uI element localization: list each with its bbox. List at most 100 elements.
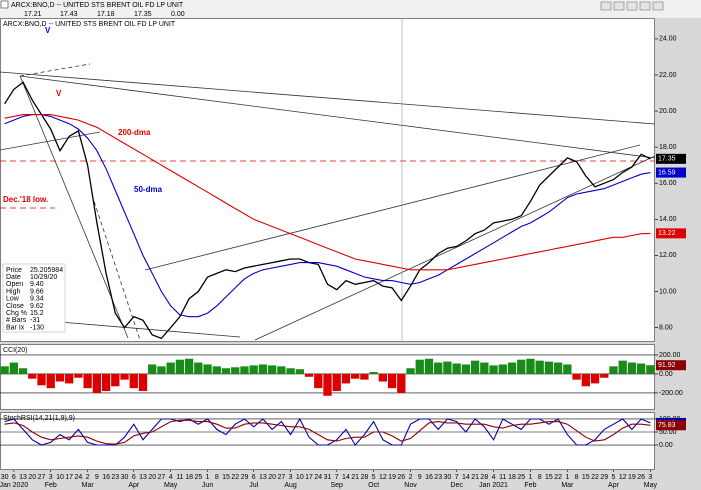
bar (498, 364, 507, 374)
info-value: 15.2 (30, 310, 44, 317)
bar (332, 373, 341, 392)
month-label: Jun (202, 482, 213, 489)
bar (535, 360, 544, 374)
app-icon (0, 0, 9, 9)
month-label: Aug (284, 482, 297, 489)
button[interactable] (600, 1, 612, 11)
x-tick-label: 15 (582, 474, 590, 481)
x-tick-label: 9 (418, 474, 422, 481)
series-line (4, 114, 651, 318)
x-tick-label: 30 (444, 474, 452, 481)
x-tick-label: 22 (554, 474, 562, 481)
x-tick-label: 18 (508, 474, 516, 481)
month-label: Jan 2021 (479, 482, 508, 489)
x-tick-label: 3 (49, 474, 53, 481)
bar (74, 373, 83, 378)
bar (489, 365, 498, 374)
annotation: V (45, 26, 51, 35)
info-label: High (6, 288, 21, 295)
bar (341, 373, 351, 384)
y-tick-label: 20.00 (659, 108, 677, 115)
x-tick-label: 2 (86, 474, 90, 481)
value-box (656, 153, 686, 164)
trend-line (144, 144, 641, 271)
bar (129, 373, 138, 389)
y-tick-label: 22.00 (659, 72, 677, 79)
price-panel (0, 18, 655, 342)
x-tick-label: 6 (12, 474, 16, 481)
x-tick-label: 21 (471, 474, 479, 481)
x-tick-label: 29 (600, 474, 608, 481)
y-tick-label: 16.00 (659, 180, 677, 187)
info-value: 9.34 (30, 296, 44, 303)
bar (55, 373, 65, 382)
bar (572, 373, 581, 380)
bar (212, 366, 221, 374)
month-label: Dec (450, 482, 463, 489)
x-tick-label: 1 (206, 474, 210, 481)
bar (184, 358, 194, 374)
month-label: Feb (524, 482, 536, 489)
info-label: Bar Ix (6, 324, 25, 331)
trend-line (0, 131, 101, 151)
x-tick-label: 31 (324, 474, 332, 481)
x-tick-label: 8 (538, 474, 542, 481)
annotation: Dec.'18 low. (3, 195, 48, 204)
bar (277, 366, 286, 374)
info-frame (2, 263, 66, 333)
x-tick-label: 30 (121, 474, 129, 481)
x-tick-label: 26 (397, 474, 405, 481)
button[interactable] (613, 1, 625, 11)
month-label: Sep (330, 482, 343, 489)
bar (415, 359, 424, 374)
bar (461, 364, 471, 374)
trend-line (254, 155, 656, 341)
series-line (4, 81, 651, 340)
x-tick-label: 6 (252, 474, 256, 481)
y-tick-label: -200.00 (659, 390, 683, 397)
bar (175, 359, 185, 374)
series-line (4, 417, 651, 446)
bar (563, 364, 572, 374)
bar (526, 358, 535, 374)
y-tick-label: 0.00 (659, 371, 673, 378)
x-tick-label: 23 (111, 474, 119, 481)
x-tick-label: 17 (65, 474, 73, 481)
button[interactable] (652, 1, 664, 11)
info-label: Chg % (6, 310, 27, 317)
x-tick-label: 19 (628, 474, 636, 481)
x-tick-label: 6 (132, 474, 136, 481)
x-tick-label: 25 (194, 474, 202, 481)
x-tick-label: 13 (19, 474, 27, 481)
info-value: 25.205984 (30, 267, 63, 274)
value-label: 17.35 (658, 156, 676, 163)
bar (231, 367, 240, 374)
trend-line (19, 75, 656, 159)
bar (627, 362, 637, 374)
header-value: 17.18 (97, 11, 115, 18)
info-label: # Bars (6, 317, 27, 324)
info-value: -130 (30, 324, 44, 331)
x-tick-label: 30 (1, 474, 9, 481)
bar (378, 373, 388, 382)
x-tick-label: 21 (351, 474, 359, 481)
x-tick-label: 23 (434, 474, 442, 481)
button[interactable] (639, 1, 651, 11)
month-label: Mar (561, 482, 574, 489)
x-tick-label: 15 (545, 474, 553, 481)
bar (323, 373, 332, 396)
header-bar (0, 0, 701, 18)
y-tick-label: 10.00 (659, 288, 677, 295)
x-tick-label: 11 (499, 474, 506, 481)
bar (157, 366, 166, 374)
y-tick-label: 0.00 (659, 442, 673, 449)
x-tick-label: 27 (277, 474, 285, 481)
y-tick-label: 12.00 (659, 252, 677, 259)
button[interactable] (626, 1, 638, 11)
info-value: 9.40 (30, 281, 44, 288)
x-tick-label: 20 (148, 474, 156, 481)
x-tick-label: 8 (215, 474, 219, 481)
x-tick-label: 4 (492, 474, 496, 481)
bar (120, 373, 129, 380)
